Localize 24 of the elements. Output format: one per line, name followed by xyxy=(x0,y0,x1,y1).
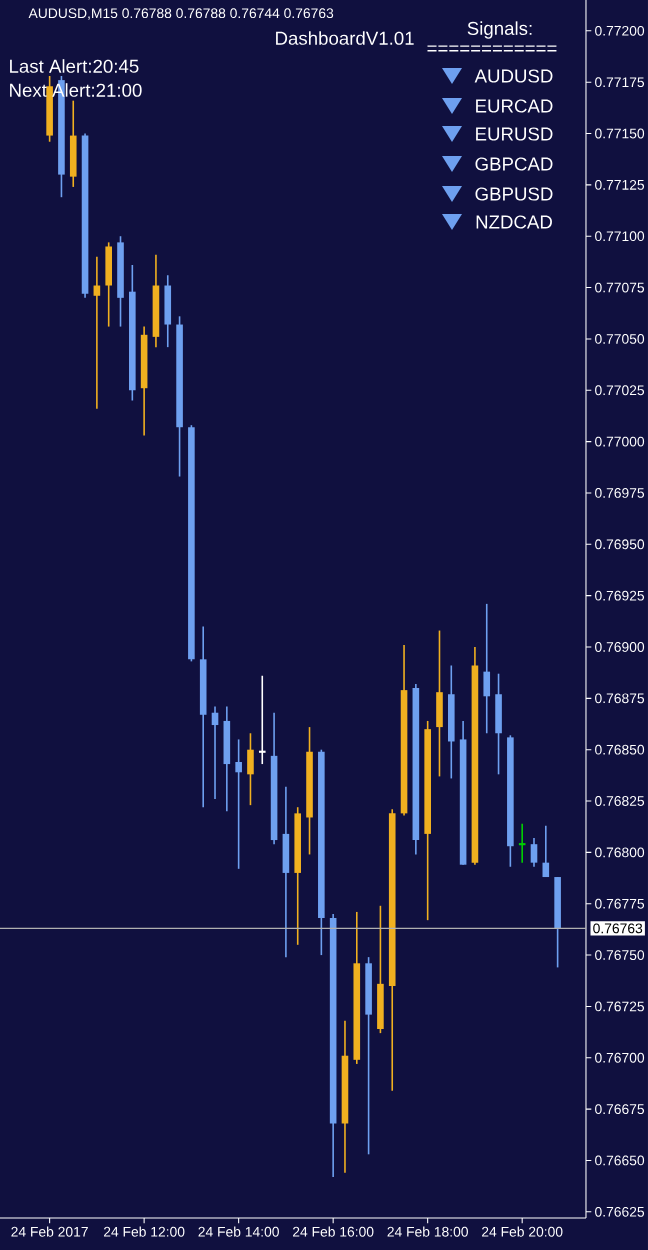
annotation: ============ xyxy=(427,45,557,52)
annotation: DashboardV1.01 xyxy=(276,31,414,45)
annotation: GBPUSD xyxy=(475,187,553,201)
candlestick xyxy=(530,837,538,868)
candlestick xyxy=(436,629,443,778)
candlestick xyxy=(69,99,77,188)
annotation: NZDCAD xyxy=(476,215,552,229)
candlestick xyxy=(105,241,112,328)
candlestick xyxy=(257,674,267,765)
annotation: EURCAD xyxy=(476,99,553,113)
candlestick xyxy=(235,738,242,870)
candlestick xyxy=(483,603,491,735)
annotation: Last Alert:20:45 xyxy=(10,59,139,73)
candlestick xyxy=(447,664,455,780)
candlestick xyxy=(282,785,290,958)
annotation: Signals: xyxy=(467,21,532,39)
annotation: AUDUSD xyxy=(474,69,553,83)
candlestick xyxy=(164,274,172,348)
candlestick xyxy=(223,705,231,813)
annotation: EURUSD xyxy=(476,127,553,141)
annotation: GBPCAD xyxy=(475,157,553,171)
candlestick xyxy=(247,732,254,806)
candlestick xyxy=(495,672,502,776)
candlestick xyxy=(377,904,384,1034)
